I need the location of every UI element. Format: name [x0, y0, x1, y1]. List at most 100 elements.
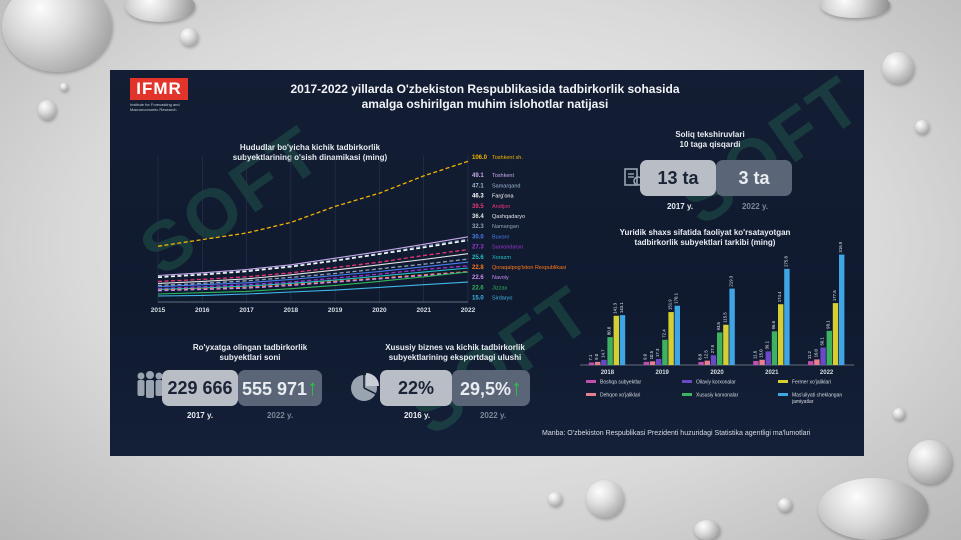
bar	[698, 361, 704, 365]
legend-swatch	[778, 393, 788, 396]
x-tick-label: 2018	[601, 370, 615, 376]
bar-data-label: 96.6	[771, 320, 776, 329]
tax-year-2017: 2017 y.	[666, 202, 694, 211]
registered-value-2022: 555 971↑	[238, 370, 322, 406]
series-name-label: Xorazm	[492, 255, 511, 261]
bar	[723, 324, 729, 365]
water-drop	[180, 28, 198, 46]
x-tick-label: 2017	[239, 307, 254, 314]
series-end-value: 15.0	[472, 296, 484, 302]
infographic-panel: SOFT SOFT SOFT IFMR Institute for Foreca…	[110, 70, 864, 456]
water-drop	[820, 0, 890, 18]
export-value-2016: 22%	[380, 370, 452, 406]
bar	[704, 360, 710, 365]
series-end-value: 36.4	[472, 214, 484, 220]
series-name-label: Namangan	[492, 224, 519, 230]
series-name-label: Qashqadaryo	[492, 214, 525, 220]
bar	[595, 361, 601, 365]
series-end-value: 39.5	[472, 204, 484, 210]
tax-year-2022: 2022 y.	[741, 202, 769, 211]
bar	[717, 332, 723, 365]
tax-value-2022: 3 ta	[716, 160, 792, 196]
legend-label: Mas'uliyati cheklangan	[792, 393, 842, 399]
bar	[839, 254, 845, 365]
series-end-value: 22.6	[472, 275, 484, 281]
series-name-label: Buxoro	[492, 234, 509, 240]
bar-data-label: 16.0	[813, 348, 818, 357]
water-drop	[915, 120, 929, 134]
bar-data-label: 174.4	[777, 291, 782, 302]
water-drop	[125, 0, 195, 22]
export-value-2022-text: 29,5%	[459, 379, 512, 399]
x-tick-label: 2016	[195, 307, 210, 314]
water-drop	[908, 440, 952, 484]
bar-data-label: 10.5	[649, 350, 654, 359]
bar-data-label: 14.7	[600, 349, 605, 358]
series-line	[157, 160, 469, 247]
series-name-label: Toshkent	[492, 173, 514, 179]
series-line	[157, 261, 469, 288]
bar	[674, 305, 680, 365]
series-end-value: 46.3	[472, 194, 484, 200]
bar	[729, 288, 735, 365]
bar	[710, 355, 717, 365]
bar	[643, 361, 649, 365]
series-name-label: Toshkent sh.	[492, 155, 523, 161]
series-line	[157, 239, 469, 279]
tax-title-line1: Soliq tekshiruvlari	[675, 130, 745, 139]
page-title: 2017-2022 yillarda O'zbekiston Respublik…	[260, 82, 710, 112]
bar-data-label: 7.1	[588, 354, 593, 361]
export-title-line1: Xususiy biznes va kichik tadbirkorlik	[385, 343, 525, 352]
bar-data-label: 115.5	[722, 312, 727, 323]
bar	[771, 331, 778, 365]
region-line-chart: 2015 2016 2017 2018 2019 2020 2021 2022 106.0 Tos…	[151, 155, 566, 314]
water-drop	[882, 52, 914, 84]
legend-label: Dehqon xo'jaliklari	[600, 393, 640, 399]
bar	[759, 359, 765, 365]
series-name-label: Samarqand	[492, 183, 520, 189]
series-line	[157, 238, 469, 278]
legend-label: Fermer xo'jaliklari	[792, 380, 831, 386]
legend-label: Xususiy korxonalar	[696, 393, 739, 399]
bar	[814, 359, 820, 365]
bar-data-label: 9.0	[643, 353, 648, 360]
bar	[820, 347, 826, 365]
water-drop	[60, 83, 68, 91]
bar-data-label: 98.1	[826, 320, 831, 329]
tax-value-2017: 13 ta	[640, 160, 716, 196]
registered-year-2022: 2022 y.	[266, 411, 294, 420]
water-drop	[893, 408, 905, 420]
series-end-value: 27.3	[472, 245, 484, 251]
series-name-label: Qoraqalpog'iston Respublikasi	[492, 265, 566, 271]
series-line	[157, 236, 469, 277]
source-note: Manba: O'zbekiston Respublikasi Preziden…	[542, 430, 811, 437]
export-year-2022: 2022 y.	[479, 411, 507, 420]
bar-data-label: 316.9	[838, 242, 843, 253]
logo-subtitle: Institute for Forecasting and Macroecono…	[130, 102, 180, 112]
bar	[784, 268, 790, 365]
legend-swatch	[586, 380, 596, 383]
series-end-value: 32.3	[472, 224, 484, 230]
tax-title-line2: 10 taga qisqardi	[679, 140, 741, 149]
series-end-value: 106.0	[472, 155, 488, 161]
people-icon	[137, 371, 163, 398]
bar	[607, 337, 613, 365]
ifmr-logo: IFMR	[130, 78, 188, 100]
series-name-label: Andijon	[492, 204, 510, 210]
series-name-label: Navoiy	[492, 275, 509, 281]
bar-data-label: 275.8	[783, 256, 788, 267]
legal-chart-title: Yuridik shaxs sifatida faoliyat ko'rsata…	[580, 228, 830, 248]
bar-data-label: 12.5	[704, 350, 709, 359]
bar-data-label: 141.3	[613, 302, 618, 313]
bar	[588, 362, 595, 365]
water-drop	[778, 498, 792, 512]
bar-data-label: 170.1	[674, 292, 679, 303]
bar	[668, 312, 674, 365]
water-drop	[38, 100, 56, 120]
bar	[656, 358, 662, 365]
x-tick-label: 2022	[820, 370, 834, 376]
pie-chart-icon	[351, 373, 379, 401]
registered-title-line2: subyektlari soni	[219, 353, 281, 362]
title-line-2: amalga oshirilgan muhim islohotlar natij…	[361, 97, 609, 111]
